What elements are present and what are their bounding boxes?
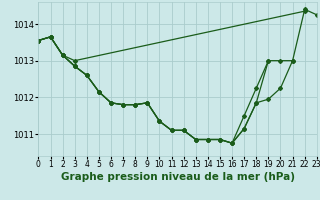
X-axis label: Graphe pression niveau de la mer (hPa): Graphe pression niveau de la mer (hPa) — [60, 172, 295, 182]
